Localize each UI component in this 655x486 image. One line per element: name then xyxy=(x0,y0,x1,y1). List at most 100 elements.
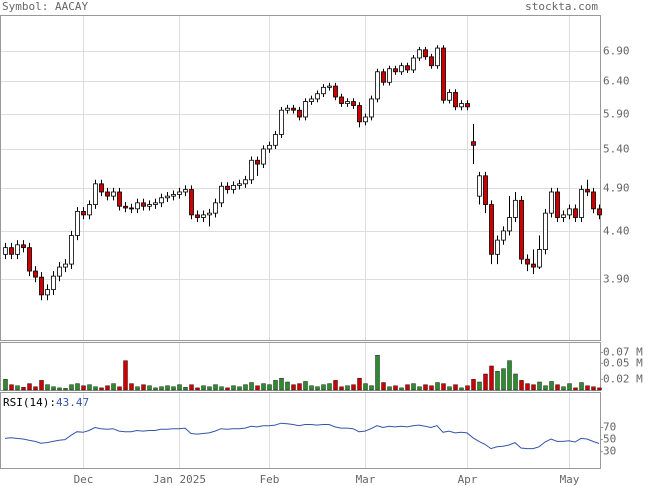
volume-bar xyxy=(561,386,566,391)
candle-body xyxy=(207,212,212,216)
volume-bar xyxy=(321,384,326,391)
candle-body xyxy=(243,179,248,185)
volume-bar xyxy=(141,384,146,391)
candle-body xyxy=(261,148,266,165)
volume-bar xyxy=(219,386,224,391)
candle-body xyxy=(549,191,554,214)
candle-body xyxy=(591,191,596,210)
volume-bar xyxy=(507,360,512,391)
candle-body xyxy=(219,185,224,204)
candle-body xyxy=(339,96,344,104)
volume-bar xyxy=(27,383,32,391)
candle-body xyxy=(555,191,560,218)
candle-body xyxy=(87,204,92,216)
volume-bar xyxy=(555,384,560,391)
candle-body xyxy=(63,263,68,268)
candle-body xyxy=(357,105,362,123)
volume-bar xyxy=(279,378,284,391)
source: stockta.com xyxy=(525,0,598,13)
candle-body xyxy=(51,275,56,290)
volume-bar xyxy=(195,387,200,391)
y-tick-label: 5.40 xyxy=(603,143,630,156)
candle-body xyxy=(483,175,488,205)
volume-bar xyxy=(573,387,578,391)
volume-bar xyxy=(549,381,554,391)
volume-bar xyxy=(333,380,338,391)
volume-bar xyxy=(315,386,320,391)
volume-bar xyxy=(345,385,350,391)
x-tick-label: Feb xyxy=(260,473,280,486)
candle-body xyxy=(441,47,446,101)
rsi-panel xyxy=(0,392,601,469)
volume-bar xyxy=(39,380,44,391)
candle-body xyxy=(123,205,128,209)
volume-bar xyxy=(291,384,296,391)
volume-bar xyxy=(21,387,26,391)
volume-bar xyxy=(183,387,188,391)
candle-body xyxy=(573,208,578,218)
candle-body xyxy=(579,189,584,218)
candle-body xyxy=(471,141,476,146)
volume-bar xyxy=(405,384,410,391)
volume-bar xyxy=(531,384,536,391)
volume-bar xyxy=(9,384,14,391)
volume-bar xyxy=(489,365,494,391)
volume-bar xyxy=(579,382,584,391)
candle-body xyxy=(363,116,368,123)
volume-bar xyxy=(273,380,278,391)
candle-body xyxy=(267,144,272,150)
volume-bar xyxy=(495,371,500,391)
y-tick-label: 0.02 M xyxy=(603,372,643,385)
candle-body xyxy=(327,85,332,88)
x-tick-label: May xyxy=(560,473,580,486)
volume-bar xyxy=(135,386,140,391)
candle-body xyxy=(381,71,386,83)
volume-bar xyxy=(129,383,134,391)
volume-bar xyxy=(165,385,170,391)
volume-bar xyxy=(477,381,482,391)
volume-bar xyxy=(393,385,398,391)
candle-body xyxy=(105,191,110,197)
candle-body xyxy=(231,185,236,190)
volume-bar xyxy=(303,381,308,391)
volume-bar xyxy=(105,385,110,391)
candle-body xyxy=(489,204,494,255)
candle-body xyxy=(411,57,416,71)
candle-body xyxy=(3,247,8,255)
volume-bar xyxy=(189,384,194,391)
candle-body xyxy=(117,191,122,207)
candle-body xyxy=(333,85,338,98)
volume-bar xyxy=(153,387,158,391)
candle-body xyxy=(153,202,158,205)
volume-bar xyxy=(339,386,344,391)
candle-body xyxy=(303,101,308,118)
candle-body xyxy=(375,71,380,100)
rsi-last-value: 43.47 xyxy=(56,396,89,409)
candle-body xyxy=(351,101,356,106)
candle-body xyxy=(27,247,32,272)
candle-body xyxy=(159,197,164,204)
volume-bar xyxy=(447,386,452,391)
candle-body xyxy=(279,109,284,135)
volume-bar xyxy=(471,379,476,391)
volume-bar xyxy=(237,386,242,391)
candle-body xyxy=(465,103,470,108)
candle-body xyxy=(111,191,116,197)
volume-bar xyxy=(117,386,122,391)
volume-bar xyxy=(177,384,182,391)
volume-bar xyxy=(591,386,596,391)
chart-title: Symbol: AACAY xyxy=(2,0,88,13)
candle-body xyxy=(315,93,320,100)
volume-bar xyxy=(69,384,74,391)
candle-body xyxy=(453,92,458,108)
candle-body xyxy=(177,191,182,195)
candle-body xyxy=(273,134,278,146)
candle-body xyxy=(189,189,194,216)
candle-body xyxy=(195,214,200,218)
volume-bar xyxy=(147,385,152,391)
y-tick-label: 4.40 xyxy=(603,225,630,238)
x-tick-label: Dec xyxy=(74,473,94,486)
volume-bar xyxy=(225,387,230,391)
volume-bar xyxy=(51,386,56,391)
volume-bar xyxy=(483,373,488,391)
